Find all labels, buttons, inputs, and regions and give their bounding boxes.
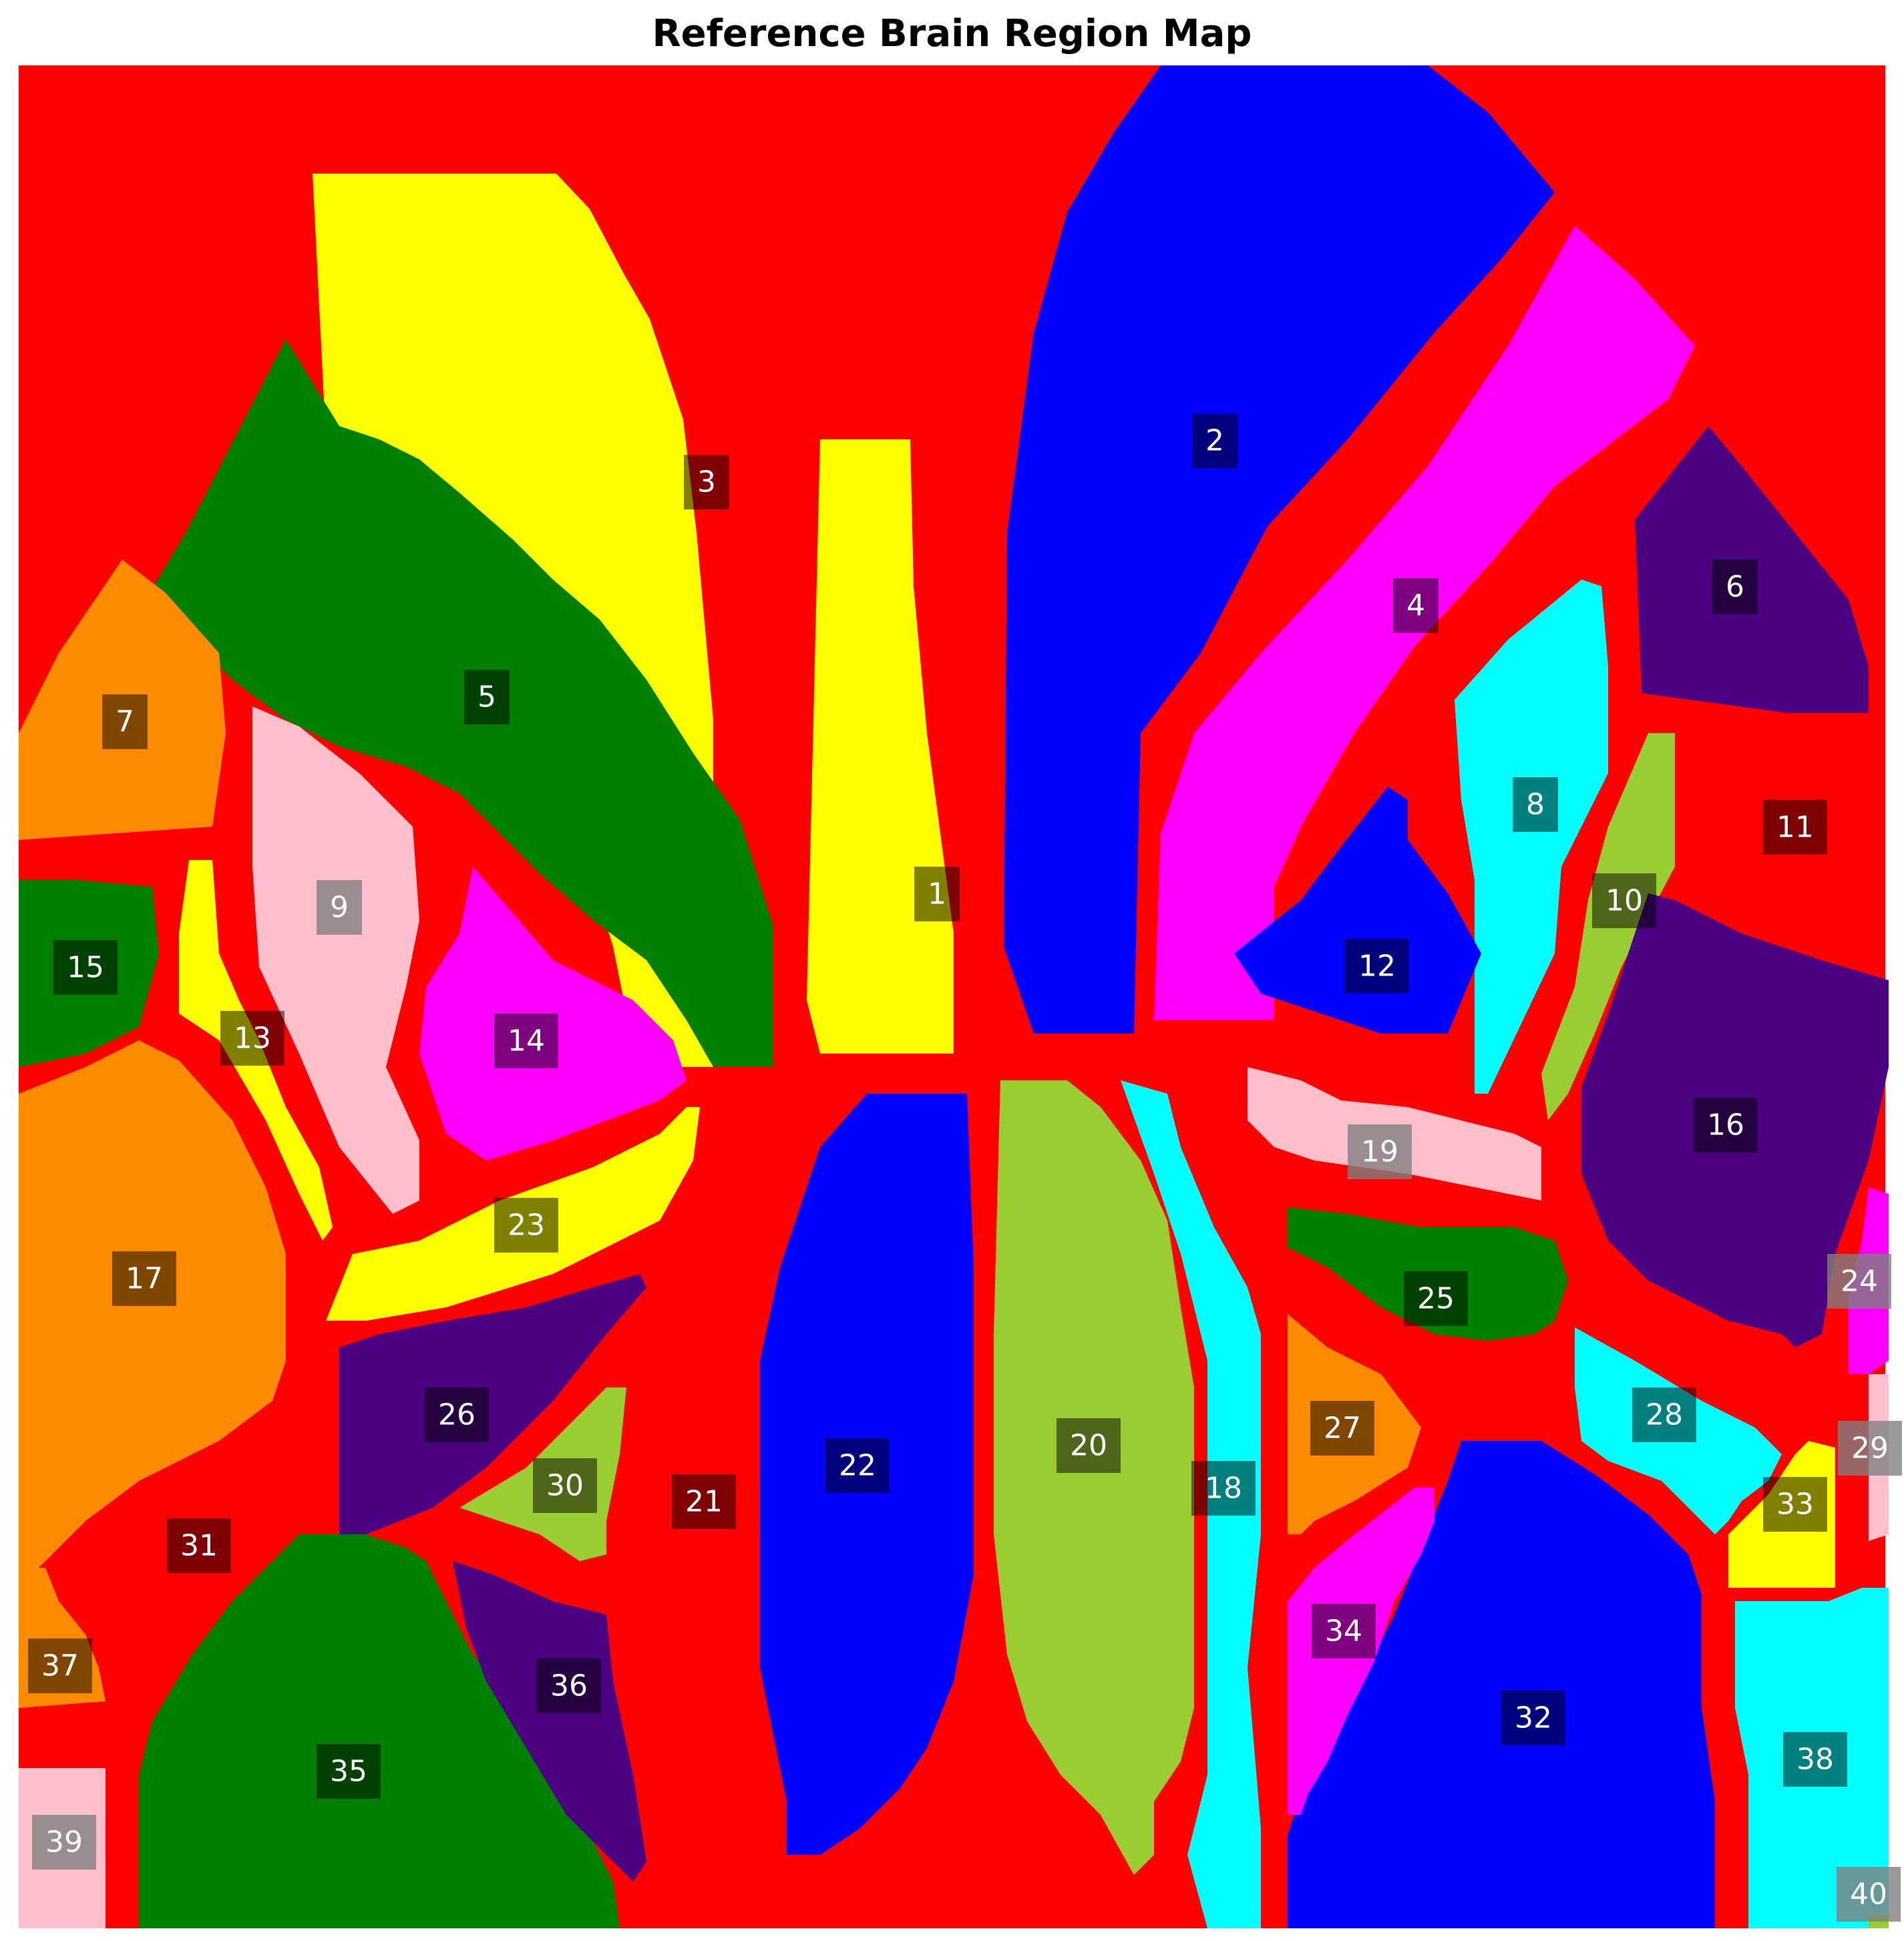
svg-text:32: 32: [1515, 1701, 1552, 1735]
region-label-38: 38: [1783, 1732, 1847, 1787]
region-label-23: 23: [494, 1198, 558, 1253]
region-label-27: 27: [1310, 1401, 1374, 1456]
svg-text:27: 27: [1324, 1412, 1361, 1446]
region-label-24: 24: [1827, 1254, 1891, 1309]
region-label-18: 18: [1191, 1461, 1256, 1516]
region-label-2: 2: [1192, 413, 1237, 468]
svg-text:19: 19: [1361, 1135, 1398, 1169]
region-label-10: 10: [1592, 873, 1656, 928]
svg-text:21: 21: [685, 1485, 723, 1519]
region-label-13: 13: [220, 1011, 284, 1066]
region-label-9: 9: [317, 880, 362, 935]
svg-text:20: 20: [1070, 1429, 1107, 1463]
svg-text:30: 30: [546, 1469, 584, 1503]
region-label-7: 7: [102, 694, 148, 749]
region-label-39: 39: [32, 1815, 96, 1870]
region-label-11: 11: [1763, 800, 1827, 855]
svg-text:16: 16: [1707, 1108, 1744, 1142]
region-label-32: 32: [1501, 1691, 1565, 1745]
svg-text:28: 28: [1646, 1398, 1683, 1432]
svg-text:33: 33: [1776, 1488, 1814, 1522]
svg-text:29: 29: [1851, 1432, 1889, 1466]
svg-text:7: 7: [116, 705, 134, 739]
region-label-16: 16: [1694, 1098, 1758, 1152]
region-label-21: 21: [672, 1474, 736, 1529]
map-area: 1 2 3 4 5 6 7 8 9 10 11 12 13 14 15 16 1…: [19, 65, 1902, 1928]
region-label-33: 33: [1763, 1477, 1827, 1532]
svg-text:36: 36: [550, 1669, 588, 1703]
region-label-31: 31: [167, 1518, 231, 1573]
region-label-4: 4: [1393, 578, 1439, 633]
svg-text:37: 37: [41, 1649, 79, 1683]
svg-text:14: 14: [508, 1024, 545, 1058]
region-label-28: 28: [1632, 1387, 1696, 1442]
region-label-19: 19: [1348, 1124, 1412, 1179]
svg-text:38: 38: [1796, 1743, 1834, 1777]
svg-text:4: 4: [1406, 589, 1425, 623]
svg-text:40: 40: [1850, 1878, 1887, 1912]
region-label-22: 22: [825, 1438, 890, 1493]
region-label-14: 14: [494, 1014, 558, 1068]
region-label-1: 1: [914, 867, 960, 921]
svg-text:35: 35: [330, 1755, 367, 1789]
region-label-12: 12: [1345, 939, 1409, 994]
region-label-15: 15: [53, 940, 118, 995]
region-label-3: 3: [684, 455, 729, 509]
svg-text:18: 18: [1205, 1472, 1242, 1506]
region-label-26: 26: [425, 1387, 489, 1442]
svg-text:15: 15: [67, 951, 104, 985]
region-label-30: 30: [533, 1458, 597, 1513]
svg-text:25: 25: [1417, 1282, 1455, 1316]
region-label-34: 34: [1312, 1604, 1376, 1659]
svg-text:12: 12: [1358, 949, 1396, 984]
svg-text:5: 5: [478, 680, 496, 714]
svg-text:26: 26: [438, 1398, 475, 1432]
svg-text:2: 2: [1205, 424, 1224, 458]
region-label-37: 37: [28, 1639, 92, 1693]
svg-text:17: 17: [126, 1262, 163, 1296]
svg-text:10: 10: [1605, 884, 1643, 918]
svg-text:22: 22: [839, 1449, 876, 1483]
svg-text:1: 1: [928, 877, 946, 911]
region-label-17: 17: [112, 1251, 176, 1306]
region-label-40: 40: [1837, 1867, 1901, 1922]
svg-text:8: 8: [1526, 788, 1545, 822]
region-label-6: 6: [1712, 560, 1758, 614]
svg-text:24: 24: [1841, 1265, 1878, 1299]
svg-text:6: 6: [1726, 570, 1744, 604]
svg-text:3: 3: [697, 465, 716, 499]
region-label-8: 8: [1513, 777, 1558, 832]
svg-text:9: 9: [330, 891, 349, 925]
region-label-20: 20: [1057, 1418, 1121, 1473]
svg-text:34: 34: [1325, 1614, 1362, 1649]
region-label-35: 35: [317, 1744, 381, 1799]
svg-text:13: 13: [234, 1022, 271, 1056]
region-label-5: 5: [464, 670, 510, 724]
svg-text:11: 11: [1776, 811, 1814, 845]
svg-text:39: 39: [45, 1825, 83, 1860]
region-label-29: 29: [1838, 1421, 1902, 1476]
region-label-36: 36: [537, 1659, 601, 1713]
svg-text:23: 23: [508, 1209, 545, 1243]
region-label-25: 25: [1404, 1271, 1468, 1326]
svg-text:31: 31: [180, 1529, 218, 1563]
